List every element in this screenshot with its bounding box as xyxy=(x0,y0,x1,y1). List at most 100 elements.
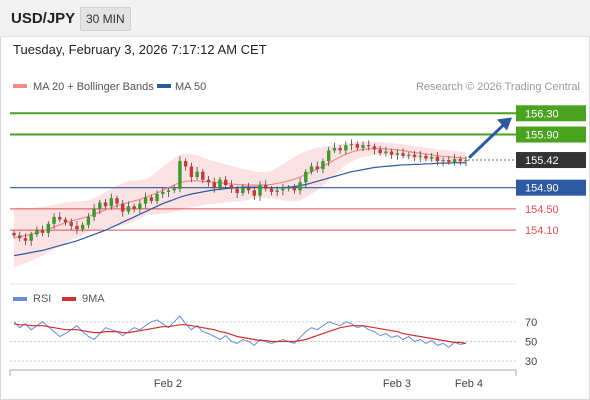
candle xyxy=(286,185,291,192)
candle xyxy=(447,156,451,165)
candle-body xyxy=(464,160,468,162)
candle xyxy=(98,199,102,214)
candle xyxy=(40,225,45,237)
candle xyxy=(35,226,39,238)
candle-body xyxy=(435,156,440,162)
candle-body xyxy=(120,203,125,212)
candle xyxy=(126,201,131,215)
legend-ma20-label: MA 20 + Bollinger Bands xyxy=(33,81,154,93)
level-label-156-30: 156.30 xyxy=(516,105,586,122)
candle xyxy=(12,230,16,239)
rsi-tick-70: 70 xyxy=(525,317,537,329)
candle xyxy=(458,156,462,166)
candle xyxy=(321,158,325,174)
current-price-label: 155.42 xyxy=(516,152,586,169)
candle-body xyxy=(229,185,234,189)
forecast-arrow-head xyxy=(497,117,512,131)
current-price-text: 155.42 xyxy=(525,155,559,167)
candle-body xyxy=(12,232,16,236)
candle xyxy=(52,213,56,229)
candlesticks xyxy=(12,139,468,246)
candle-body xyxy=(452,158,457,163)
candle-body xyxy=(441,160,445,162)
level-label-text: 154.50 xyxy=(525,204,559,216)
candle xyxy=(246,182,251,194)
level-label-154-50: 154.50 xyxy=(525,204,559,216)
research-credit: Research © 2026 Trading Central xyxy=(416,81,580,93)
candle-body xyxy=(292,187,297,191)
candle xyxy=(178,156,182,193)
candle-body xyxy=(212,182,216,188)
candle-body xyxy=(458,158,462,162)
forecast-arrow xyxy=(468,117,512,159)
candle-body xyxy=(52,216,56,224)
candle xyxy=(201,169,205,184)
candle xyxy=(138,199,142,214)
level-label-text: 154.90 xyxy=(525,183,559,195)
candle xyxy=(223,175,228,189)
rsi-panel: 70 50 30 xyxy=(10,315,537,368)
moving-averages xyxy=(13,147,467,257)
forecast-arrow-shaft xyxy=(468,121,508,159)
candle xyxy=(29,231,33,246)
candle-body xyxy=(246,187,251,191)
candle xyxy=(389,148,394,159)
candle xyxy=(183,158,188,171)
candle xyxy=(395,149,400,160)
candle-body xyxy=(389,151,394,155)
chart-datetime: Tuesday, February 3, 2026 7:17:12 AM CET xyxy=(13,42,267,57)
candle xyxy=(58,212,62,223)
candle-body xyxy=(92,208,96,217)
candle xyxy=(86,213,91,229)
candle xyxy=(23,233,28,246)
candle xyxy=(338,145,342,154)
level-label-154-10: 154.10 xyxy=(525,225,559,237)
candle xyxy=(372,143,377,155)
candle-body xyxy=(195,171,199,178)
candle-body xyxy=(407,154,411,156)
level-label-154-90: 154.90 xyxy=(516,179,586,196)
candle-body xyxy=(35,230,39,235)
candle-body xyxy=(223,179,228,186)
candle xyxy=(258,181,262,201)
candle xyxy=(344,141,348,155)
candle-body xyxy=(418,155,422,157)
candle xyxy=(424,153,428,162)
candle-body xyxy=(23,238,28,241)
legend-ma50-swatch xyxy=(157,84,171,88)
candle-body xyxy=(429,156,434,159)
main-legend: MA 20 + Bollinger Bands MA 50 Research ©… xyxy=(13,81,580,93)
candle xyxy=(275,186,279,197)
candle-body xyxy=(378,149,382,154)
candle-body xyxy=(201,171,205,180)
candle xyxy=(298,177,302,195)
candle-body xyxy=(424,155,428,159)
level-labels: 156.30 155.90 154.90 154.50 154.10 155.42 xyxy=(468,105,586,237)
candle xyxy=(361,141,365,152)
candle xyxy=(212,177,216,193)
rsi-ma-line xyxy=(13,323,467,344)
candle-body xyxy=(109,198,113,207)
candle xyxy=(132,203,136,213)
x-axis: Feb 2 Feb 3 Feb 4 xyxy=(9,369,517,390)
timeframe-button[interactable]: 30 MIN xyxy=(80,7,131,31)
rsi-legend: RSI 9MA xyxy=(13,293,105,305)
legend-rsi-label: RSI xyxy=(33,293,51,305)
candle-body xyxy=(86,216,91,225)
candle xyxy=(46,221,51,238)
candle-body xyxy=(298,182,302,191)
candle xyxy=(304,169,308,188)
candle-body xyxy=(235,188,239,193)
candle-body xyxy=(149,197,154,201)
candle-body xyxy=(252,190,257,196)
candle-body xyxy=(447,160,451,163)
bollinger-band-area xyxy=(14,142,466,268)
candle-body xyxy=(178,161,182,189)
candle-body xyxy=(103,202,108,207)
candle-body xyxy=(332,147,337,151)
candle-body xyxy=(401,153,405,156)
candle xyxy=(435,152,440,166)
candle xyxy=(464,156,468,167)
current-price-box xyxy=(516,152,586,169)
